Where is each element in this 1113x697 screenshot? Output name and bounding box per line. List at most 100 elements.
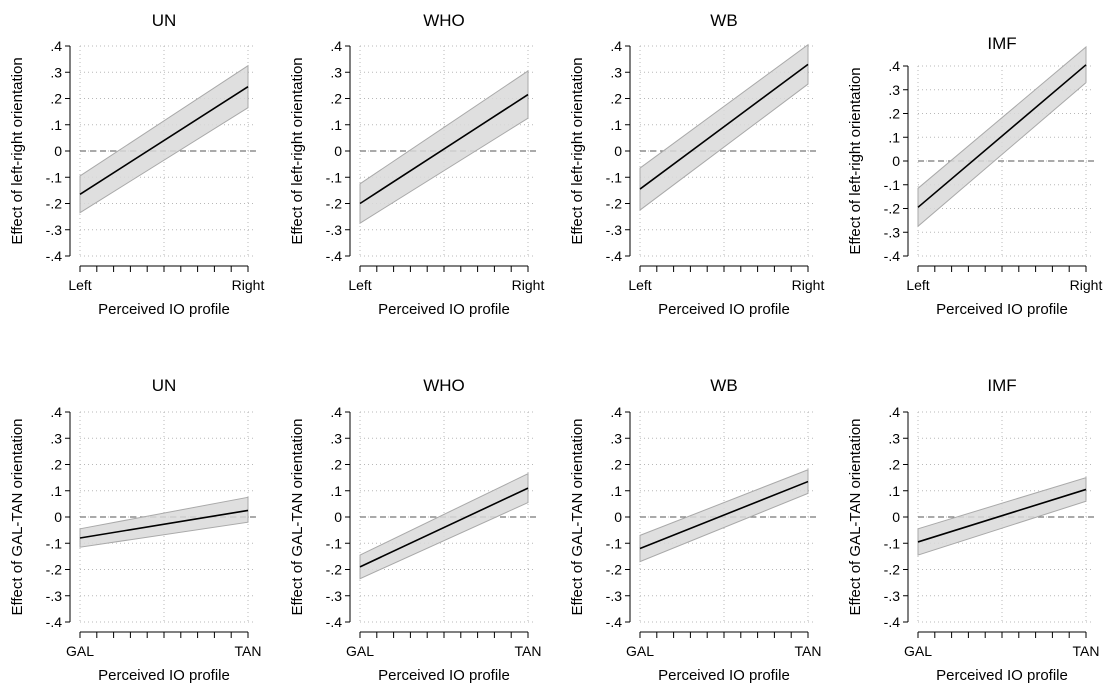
effect-line — [639, 480, 809, 550]
effect-line — [79, 86, 249, 195]
y-axis-title: Effect of left-right orientation — [9, 57, 26, 244]
y-tick-label: .3 — [50, 64, 62, 80]
y-tick-label: -.2 — [326, 196, 343, 212]
x-tick-label-end: TAN — [795, 643, 822, 659]
panel-title: WB — [710, 11, 737, 30]
panel-bottom-imf: IMF -.4 -.3 -.2 -.1 0 .1 .2 .3 .4 Effect of GAL-TA… — [847, 376, 1099, 684]
y-tick-label: .3 — [610, 430, 622, 446]
y-tick-label: -.1 — [884, 177, 901, 193]
y-tick-label: .2 — [50, 91, 62, 107]
confidence-band — [79, 64, 249, 214]
y-tick-label: .2 — [610, 91, 622, 107]
y-tick-label: -.2 — [884, 201, 901, 217]
y-tick-label: -.1 — [326, 535, 343, 551]
y-tick-label: -.4 — [326, 248, 343, 264]
y-tick-label: .4 — [888, 58, 900, 74]
effect-line — [639, 63, 809, 190]
y-tick-label: -.1 — [606, 535, 623, 551]
y-tick-label: .4 — [888, 404, 900, 420]
y-tick-label: 0 — [334, 509, 342, 525]
panel-bottom-un: UN -.4 -.3 -.2 -.1 0 .1 .2 .3 .4 Effect of GAL-TAN… — [9, 376, 261, 684]
y-tick-label: .1 — [330, 483, 342, 499]
y-tick-label: .4 — [610, 38, 622, 54]
y-tick-label: -.2 — [606, 562, 623, 578]
y-tick-label: 0 — [892, 153, 900, 169]
panel-title: UN — [152, 11, 177, 30]
y-axis-title: Effect of left-right orientation — [847, 67, 864, 254]
y-tick-label: .1 — [50, 117, 62, 133]
y-tick-label: -.3 — [326, 588, 343, 604]
y-tick-label: -.2 — [46, 196, 63, 212]
x-tick-label-start: GAL — [626, 643, 654, 659]
x-axis-title: Perceived IO profile — [98, 301, 230, 318]
y-tick-label: .2 — [330, 91, 342, 107]
y-tick-label: -.3 — [326, 222, 343, 238]
y-axis-title: Effect of GAL-TAN orientation — [569, 418, 586, 615]
x-axis-title: Perceived IO profile — [658, 301, 790, 318]
y-tick-label: -.2 — [606, 196, 623, 212]
confidence-band — [359, 69, 529, 225]
y-tick-label: .3 — [610, 64, 622, 80]
panel-bottom-who: WHO -.4 -.3 -.2 -.1 0 .1 .2 .3 .4 Effect of GAL-TA… — [289, 376, 541, 684]
panel-title: IMF — [987, 376, 1016, 395]
x-tick-label-start: GAL — [66, 643, 94, 659]
y-tick-label: .2 — [330, 457, 342, 473]
y-tick-label: .1 — [610, 117, 622, 133]
y-tick-label: -.4 — [46, 248, 63, 264]
panel-bottom-wb: WB -.4 -.3 -.2 -.1 0 .1 .2 .3 .4 Effect of GAL-TAN… — [569, 376, 821, 684]
y-tick-label: .2 — [888, 106, 900, 122]
effect-line — [917, 488, 1087, 543]
x-tick-label-end: TAN — [515, 643, 542, 659]
y-tick-label: .2 — [888, 457, 900, 473]
x-tick-label-end: TAN — [1073, 643, 1100, 659]
y-tick-label: .3 — [330, 64, 342, 80]
panel-title: WHO — [423, 376, 465, 395]
effect-line — [359, 93, 529, 205]
panel-title: WHO — [423, 11, 465, 30]
y-tick-label: -.4 — [46, 614, 63, 630]
panel-title: UN — [152, 376, 177, 395]
y-tick-label: -.1 — [46, 535, 63, 551]
y-tick-label: -.4 — [884, 248, 901, 264]
x-tick-label-start: Left — [628, 277, 651, 293]
y-tick-label: .1 — [888, 483, 900, 499]
y-tick-label: -.3 — [46, 588, 63, 604]
panel-top-imf: IMF -.4 -.3 -.2 -.1 0 .1 .2 .3 .4 Effect of left-r… — [847, 34, 1102, 318]
y-tick-label: .4 — [610, 404, 622, 420]
x-axis-title: Perceived IO profile — [936, 667, 1068, 684]
x-axis-title: Perceived IO profile — [378, 667, 510, 684]
y-tick-label: -.3 — [606, 588, 623, 604]
y-tick-label: .4 — [50, 38, 62, 54]
y-tick-label: 0 — [614, 509, 622, 525]
x-tick-label-start: Left — [348, 277, 371, 293]
y-tick-label: 0 — [54, 143, 62, 159]
y-tick-label: .4 — [330, 404, 342, 420]
y-tick-label: -.3 — [884, 588, 901, 604]
confidence-band — [79, 496, 249, 548]
y-axis-title: Effect of GAL-TAN orientation — [9, 418, 26, 615]
y-tick-label: .3 — [50, 430, 62, 446]
y-tick-label: -.3 — [606, 222, 623, 238]
x-axis-title: Perceived IO profile — [658, 667, 790, 684]
x-tick-label-start: Left — [906, 277, 929, 293]
x-tick-label-end: Right — [1070, 277, 1103, 293]
panel-title: WB — [710, 376, 737, 395]
y-tick-label: .3 — [888, 430, 900, 446]
effect-line — [79, 509, 249, 539]
y-tick-label: .1 — [330, 117, 342, 133]
y-tick-label: -.4 — [606, 248, 623, 264]
y-tick-label: -.1 — [606, 169, 623, 185]
x-tick-label-end: TAN — [235, 643, 262, 659]
y-tick-label: -.2 — [46, 562, 63, 578]
effect-line — [917, 64, 1087, 208]
y-axis-title: Effect of left-right orientation — [289, 57, 306, 244]
y-tick-label: -.3 — [46, 222, 63, 238]
y-tick-label: 0 — [334, 143, 342, 159]
x-tick-label-start: Left — [68, 277, 91, 293]
panel-title: IMF — [987, 34, 1016, 53]
y-axis-title: Effect of GAL-TAN orientation — [289, 418, 306, 615]
x-tick-label-end: Right — [232, 277, 265, 293]
effect-line — [359, 487, 529, 568]
y-tick-label: .1 — [50, 483, 62, 499]
panel-top-wb: WB -.4 -.3 -.2 -.1 0 .1 .2 .3 .4 Effect of left-ri… — [569, 11, 824, 318]
